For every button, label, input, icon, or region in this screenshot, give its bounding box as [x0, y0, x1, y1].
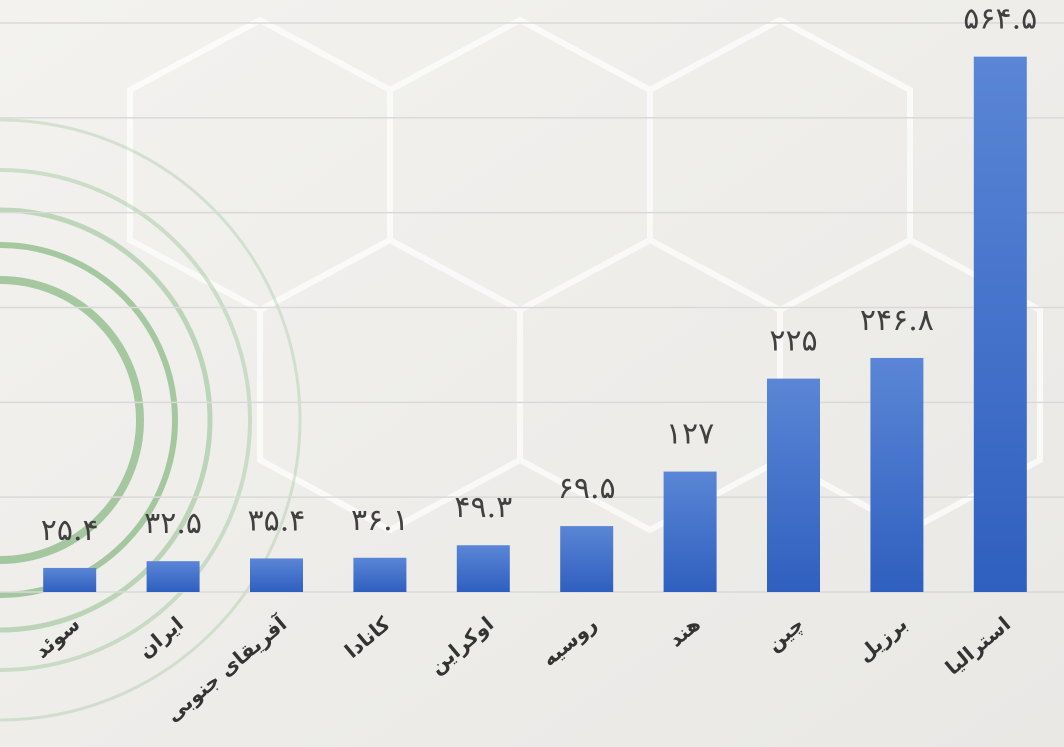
bar	[870, 357, 924, 592]
value-label: ۱۲۷	[666, 417, 714, 452]
bar	[146, 561, 200, 592]
value-label: ۲۵.۴	[41, 513, 99, 548]
bar	[973, 56, 1027, 592]
value-label: ۴۹.۳	[454, 490, 512, 525]
bar	[43, 567, 97, 592]
value-label: ۲۴۶.۸	[860, 303, 934, 338]
bar	[663, 471, 717, 592]
bar	[456, 545, 510, 592]
bar	[353, 557, 407, 592]
value-label: ۳۵.۴	[248, 503, 306, 538]
value-label: ۶۹.۵	[558, 471, 616, 506]
bar	[767, 378, 820, 592]
bar	[250, 558, 303, 592]
value-label: ۳۲.۵	[144, 506, 202, 541]
green-arcs	[0, 118, 302, 722]
bar	[560, 526, 614, 592]
value-label: ۳۶.۱	[351, 503, 409, 538]
value-label: ۵۶۴.۵	[963, 2, 1037, 37]
value-label: ۲۲۵	[769, 324, 817, 359]
